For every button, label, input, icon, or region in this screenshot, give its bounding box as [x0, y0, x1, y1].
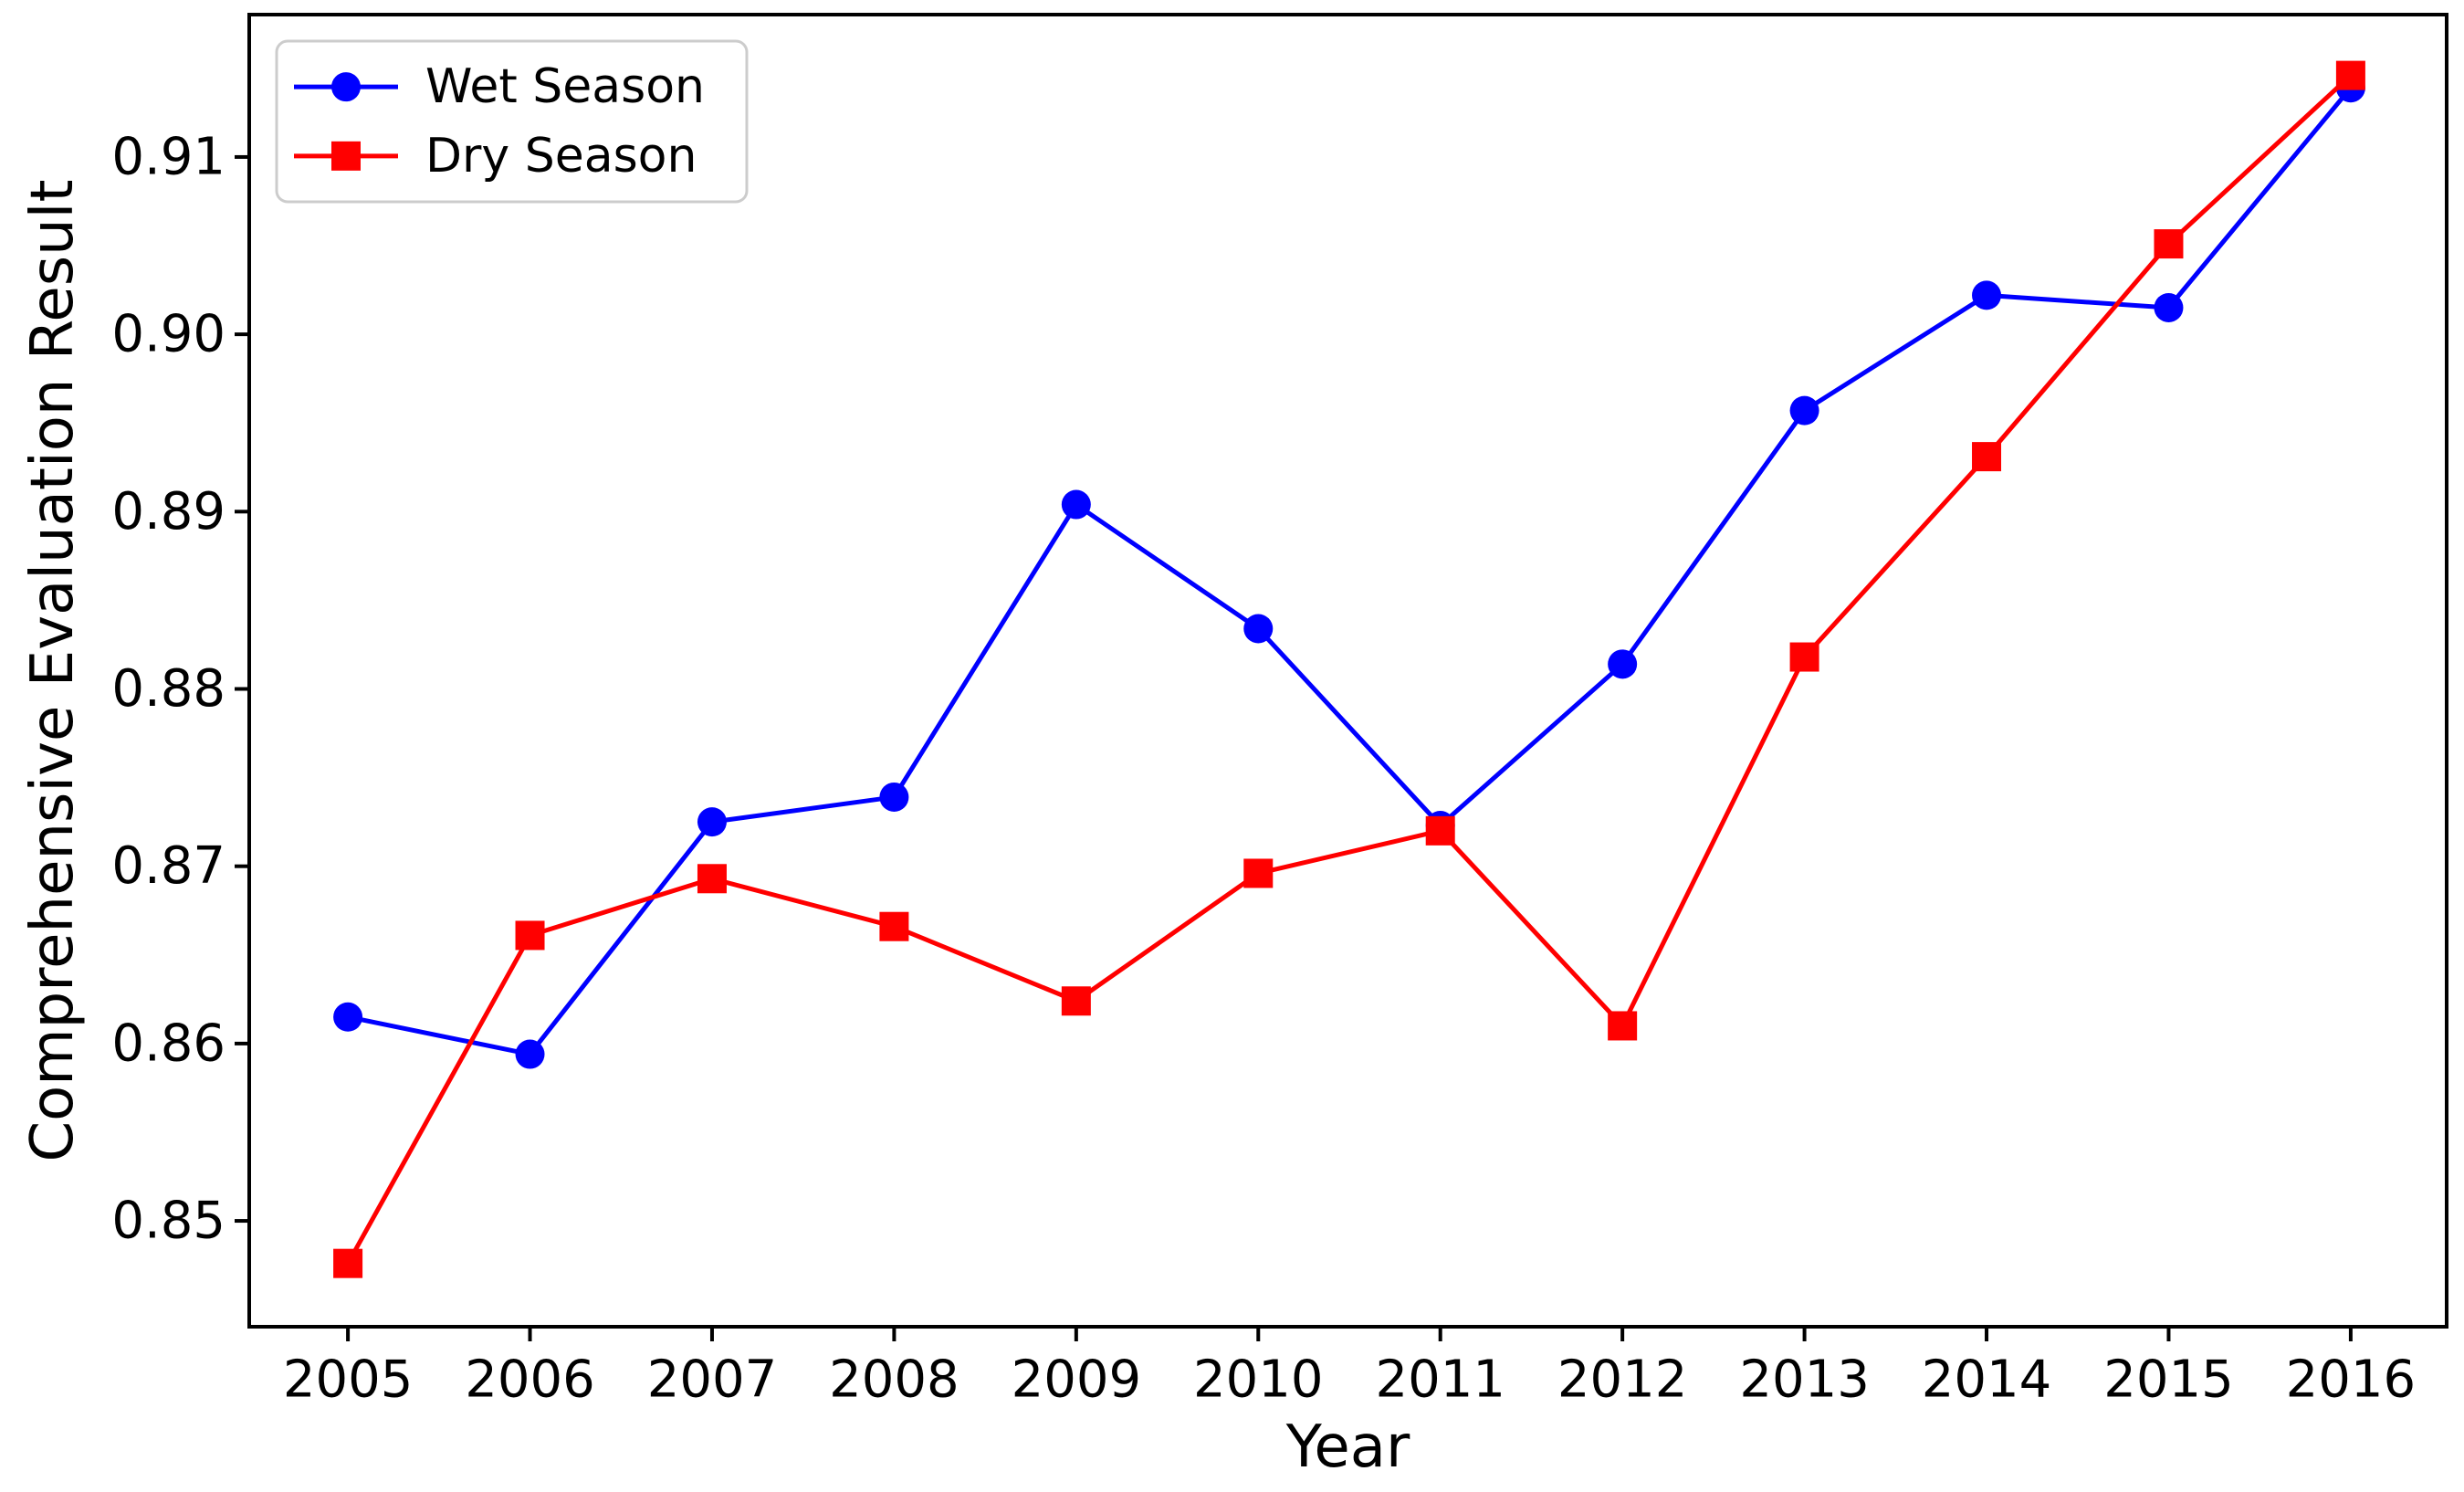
y-tick-label: 0.88 [111, 659, 225, 719]
dry-season-marker [2335, 60, 2365, 90]
wet-season-marker [1243, 614, 1274, 644]
legend-item-wet-season-marker [331, 72, 361, 102]
x-tick-label: 2007 [647, 1350, 778, 1410]
wet-season-marker [1789, 395, 1819, 426]
wet-season-marker [1972, 280, 2002, 310]
wet-season-line [347, 86, 2353, 1057]
legend-item-dry-season-label: Dry Season [425, 129, 697, 184]
wet-season-marker [515, 1039, 545, 1069]
y-tick-label: 0.87 [111, 836, 225, 896]
x-tick-label: 2014 [1922, 1350, 2052, 1410]
y-tick-label: 0.91 [111, 127, 225, 186]
x-tick-label: 2006 [465, 1350, 595, 1410]
y-tick-label: 0.90 [111, 305, 225, 364]
x-tick-label: 2015 [2103, 1350, 2234, 1410]
wet-season-marker [1061, 489, 1091, 520]
dry-season-marker [1608, 1011, 1638, 1041]
wet-season-marker [879, 782, 909, 812]
y-tick-label: 0.85 [111, 1192, 225, 1251]
axes-frame [247, 13, 2448, 1329]
wet-season-marker [1608, 649, 1638, 679]
wet-season-marker [333, 1002, 363, 1032]
dry-season-marker [515, 920, 545, 951]
x-tick-label: 2005 [283, 1350, 414, 1410]
legend-box [275, 39, 749, 204]
x-tick-label: 2009 [1012, 1350, 1142, 1410]
legend-item-wet-season-label: Wet Season [425, 59, 705, 114]
y-axis-label: Comprehensive Evaluation Result [19, 179, 87, 1161]
dry-season-marker [333, 1248, 363, 1278]
dry-season-marker [1061, 986, 1091, 1016]
dry-season-marker [1972, 442, 2002, 472]
x-tick-label: 2011 [1375, 1350, 1505, 1410]
x-tick-label: 2012 [1557, 1350, 1688, 1410]
dry-season-line [345, 73, 2353, 1265]
x-axis-label: Year [1285, 1413, 1410, 1481]
dry-season-marker [697, 864, 727, 894]
x-tick-label: 2013 [1739, 1350, 1870, 1410]
dry-season-marker [1425, 815, 1455, 846]
dry-season-marker [2154, 229, 2184, 259]
y-tick-label: 0.86 [111, 1014, 225, 1073]
x-tick-label: 2010 [1193, 1350, 1324, 1410]
x-tick-label: 2016 [2286, 1350, 2417, 1410]
y-tick-label: 0.89 [111, 482, 225, 541]
dry-season-marker [1243, 858, 1274, 888]
wet-season-marker [2154, 292, 2184, 322]
dry-season-marker [1789, 642, 1819, 672]
legend-item-dry-season-marker [331, 141, 361, 171]
x-tick-label: 2008 [829, 1350, 959, 1410]
wet-season-marker [697, 807, 727, 837]
dry-season-marker [879, 911, 909, 941]
